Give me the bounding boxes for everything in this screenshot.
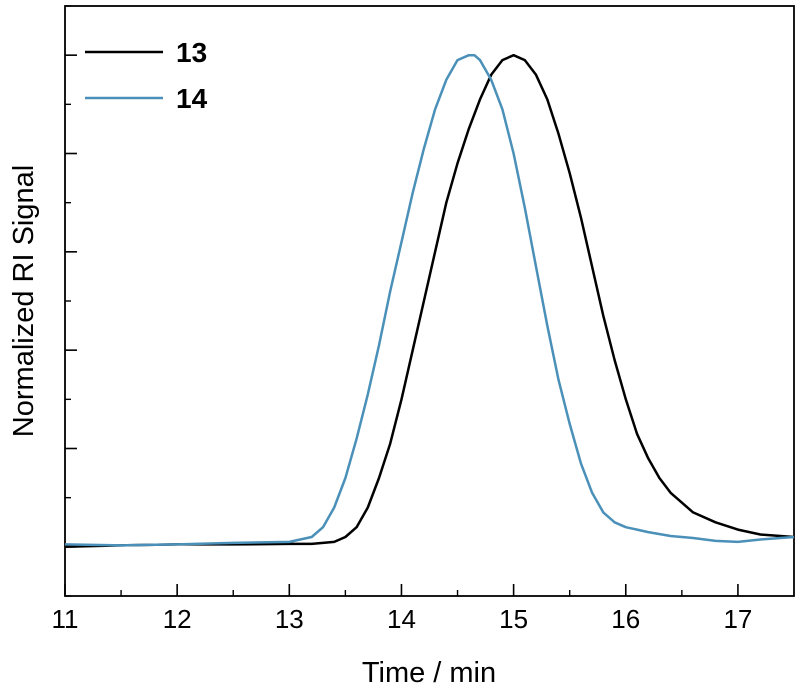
y-axis-title: Normalized RI Signal xyxy=(8,165,40,437)
legend-label-14: 14 xyxy=(176,83,208,114)
x-tick-label: 12 xyxy=(163,604,192,634)
x-axis-title: Time / min xyxy=(362,657,496,689)
x-tick-label: 16 xyxy=(611,604,640,634)
series-line-13 xyxy=(64,53,795,549)
series-lines xyxy=(64,53,795,549)
x-tick-label: 17 xyxy=(723,604,752,634)
legend-label-13: 13 xyxy=(176,37,207,68)
x-tick-label: 15 xyxy=(499,604,528,634)
x-tick-label: 13 xyxy=(275,604,304,634)
series-line-14 xyxy=(64,53,795,547)
y-axis-ticks xyxy=(65,5,77,597)
x-axis-ticks: 11 12 13 14 15 16 17 xyxy=(52,584,752,634)
legend: 13 14 xyxy=(85,37,208,114)
plot-frame xyxy=(64,5,795,597)
x-tick-label: 14 xyxy=(387,604,416,634)
x-tick-label: 11 xyxy=(52,604,79,634)
